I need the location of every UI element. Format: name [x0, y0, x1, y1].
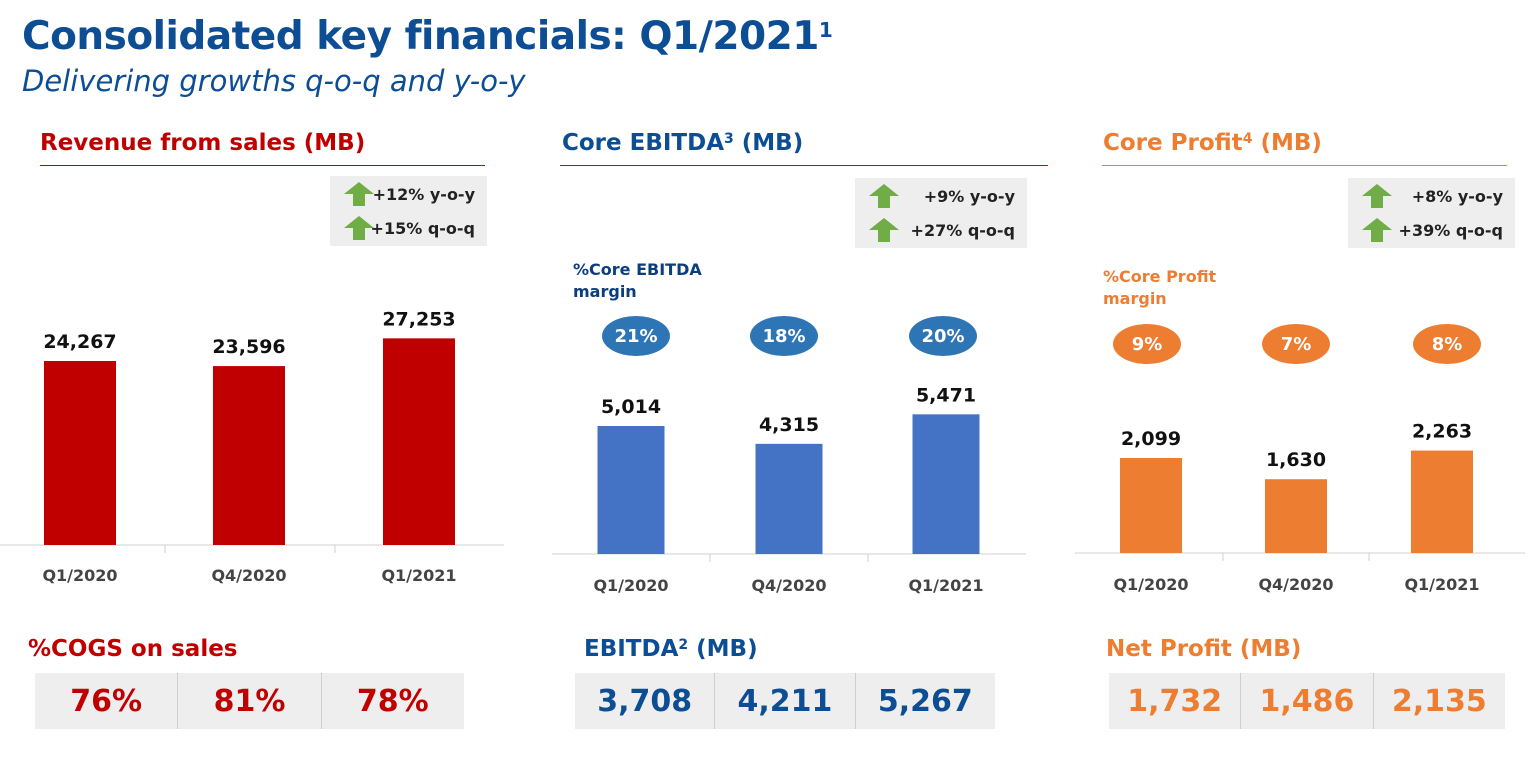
net-profit-value: 1,486	[1240, 673, 1372, 729]
net-profit-value: 2,135	[1372, 673, 1505, 729]
bar	[383, 338, 455, 545]
core-profit-panel-title: Core Profit4 (MB)	[1103, 130, 1322, 156]
bar	[912, 414, 980, 554]
cogs-title: %COGS on sales	[28, 636, 238, 662]
bar	[44, 361, 116, 545]
page-subtitle: Delivering growths q-o-q and y-o-y	[22, 64, 526, 98]
title-footnote: 4	[1242, 131, 1253, 147]
bar	[1265, 479, 1327, 553]
title-footnote: 3	[724, 131, 734, 147]
revenue-growth-yoy: +12% y-o-y	[330, 177, 487, 211]
growth-text: +15% q-o-q	[370, 218, 475, 238]
x-tick-label: Q1/2020	[42, 566, 117, 585]
data-label: 5,471	[916, 384, 976, 406]
core-ebitda-growth-yoy: +9% y-o-y	[855, 179, 1027, 213]
growth-text: +27% q-o-q	[910, 220, 1015, 240]
title-footnote: 1	[818, 18, 833, 42]
net-profit-title: Net Profit (MB)	[1106, 636, 1302, 662]
data-label: 23,596	[212, 336, 285, 358]
x-tick-label: Q1/2020	[593, 576, 668, 595]
core-profit-bar-chart: 2,099 Q1/2020 1,630 Q4/2020 2,263 Q1/2021	[1075, 421, 1525, 594]
ebitda-value: 5,267	[854, 673, 995, 729]
core-ebitda-bar-chart: 5,014 Q1/2020 4,315 Q4/2020 5,471 Q1/2021	[552, 384, 1026, 595]
core-ebitda-margin-pill: 18%	[750, 316, 818, 356]
core-profit-panel: Core Profit4 (MB) +8% y-o-y +39% q-o-q %…	[1075, 0, 1525, 771]
revenue-title-divider	[40, 165, 485, 166]
core-profit-title-divider	[1102, 165, 1507, 166]
cogs-value: 76%	[70, 683, 143, 719]
revenue-growth-qoq: +15% q-o-q	[330, 211, 487, 245]
x-tick-label: Q1/2021	[908, 576, 983, 595]
core-profit-growth-qoq: +39% q-o-q	[1348, 213, 1515, 247]
core-ebitda-title-divider	[560, 165, 1048, 166]
core-profit-growth-box: +8% y-o-y +39% q-o-q	[1348, 178, 1515, 248]
core-ebitda-growth-box: +9% y-o-y +27% q-o-q	[855, 178, 1027, 248]
up-arrow-icon	[869, 218, 899, 242]
core-ebitda-margin-pill: 21%	[602, 316, 670, 356]
up-arrow-icon	[1362, 218, 1392, 242]
revenue-growth-box: +12% y-o-y +15% q-o-q	[330, 176, 487, 246]
core-ebitda-panel: Core EBITDA3 (MB) +9% y-o-y +27% q-o-q %…	[548, 0, 1048, 771]
data-label: 2,263	[1412, 421, 1472, 443]
core-ebitda-panel-title: Core EBITDA3 (MB)	[562, 130, 804, 156]
x-tick-label: Q4/2020	[1258, 575, 1333, 594]
bar	[597, 426, 665, 554]
cogs-value: 81%	[177, 673, 320, 729]
revenue-bar-chart: 24,267 Q1/2020 23,596 Q4/2020 27,253 Q1/2021	[0, 308, 504, 585]
core-ebitda-margin-pill: 20%	[909, 316, 977, 356]
x-tick-label: Q1/2021	[381, 566, 456, 585]
revenue-panel-title: Revenue from sales (MB)	[40, 130, 366, 156]
cogs-values-box: 76% 81% 78%	[35, 673, 464, 729]
core-profit-margin-pill: 8%	[1413, 324, 1481, 364]
bar	[1120, 458, 1182, 553]
core-profit-growth-yoy: +8% y-o-y	[1348, 179, 1515, 213]
growth-text: +12% y-o-y	[372, 184, 475, 204]
up-arrow-icon	[344, 216, 374, 240]
ebitda-value: 4,211	[714, 673, 854, 729]
bar	[755, 443, 823, 554]
up-arrow-icon	[1362, 184, 1392, 208]
data-label: 5,014	[601, 396, 661, 418]
data-label: 4,315	[759, 414, 819, 436]
page-title: Consolidated key financials: Q1/20211	[22, 14, 833, 59]
up-arrow-icon	[344, 182, 374, 206]
x-tick-label: Q4/2020	[211, 566, 286, 585]
ebitda-value: 3,708	[597, 683, 693, 719]
title-footnote: 2	[678, 637, 689, 653]
growth-text: +39% q-o-q	[1398, 220, 1503, 240]
x-tick-label: Q1/2021	[1404, 575, 1479, 594]
ebitda-title: EBITDA2 (MB)	[584, 636, 758, 662]
core-profit-margin-label: %Core Profit margin	[1103, 267, 1217, 308]
net-profit-value: 1,732	[1127, 683, 1223, 719]
up-arrow-icon	[869, 184, 899, 208]
core-ebitda-margin-label: %Core EBITDA margin	[573, 260, 702, 301]
data-label: 27,253	[382, 308, 455, 330]
cogs-value: 78%	[320, 673, 464, 729]
core-profit-margin-pill: 9%	[1113, 324, 1181, 364]
data-label: 1,630	[1266, 449, 1326, 471]
data-label: 2,099	[1121, 428, 1181, 450]
core-ebitda-growth-qoq: +27% q-o-q	[855, 213, 1027, 247]
x-tick-label: Q4/2020	[751, 576, 826, 595]
revenue-panel: Revenue from sales (MB) +12% y-o-y +15% …	[0, 0, 520, 771]
data-label: 24,267	[43, 331, 116, 353]
core-profit-margin-pill: 7%	[1262, 324, 1330, 364]
growth-text: +9% y-o-y	[923, 186, 1015, 206]
bar	[213, 366, 285, 545]
growth-text: +8% y-o-y	[1411, 186, 1503, 206]
ebitda-values-box: 3,708 4,211 5,267	[575, 673, 995, 729]
net-profit-values-box: 1,732 1,486 2,135	[1109, 673, 1505, 729]
x-tick-label: Q1/2020	[1113, 575, 1188, 594]
bar	[1411, 450, 1473, 553]
